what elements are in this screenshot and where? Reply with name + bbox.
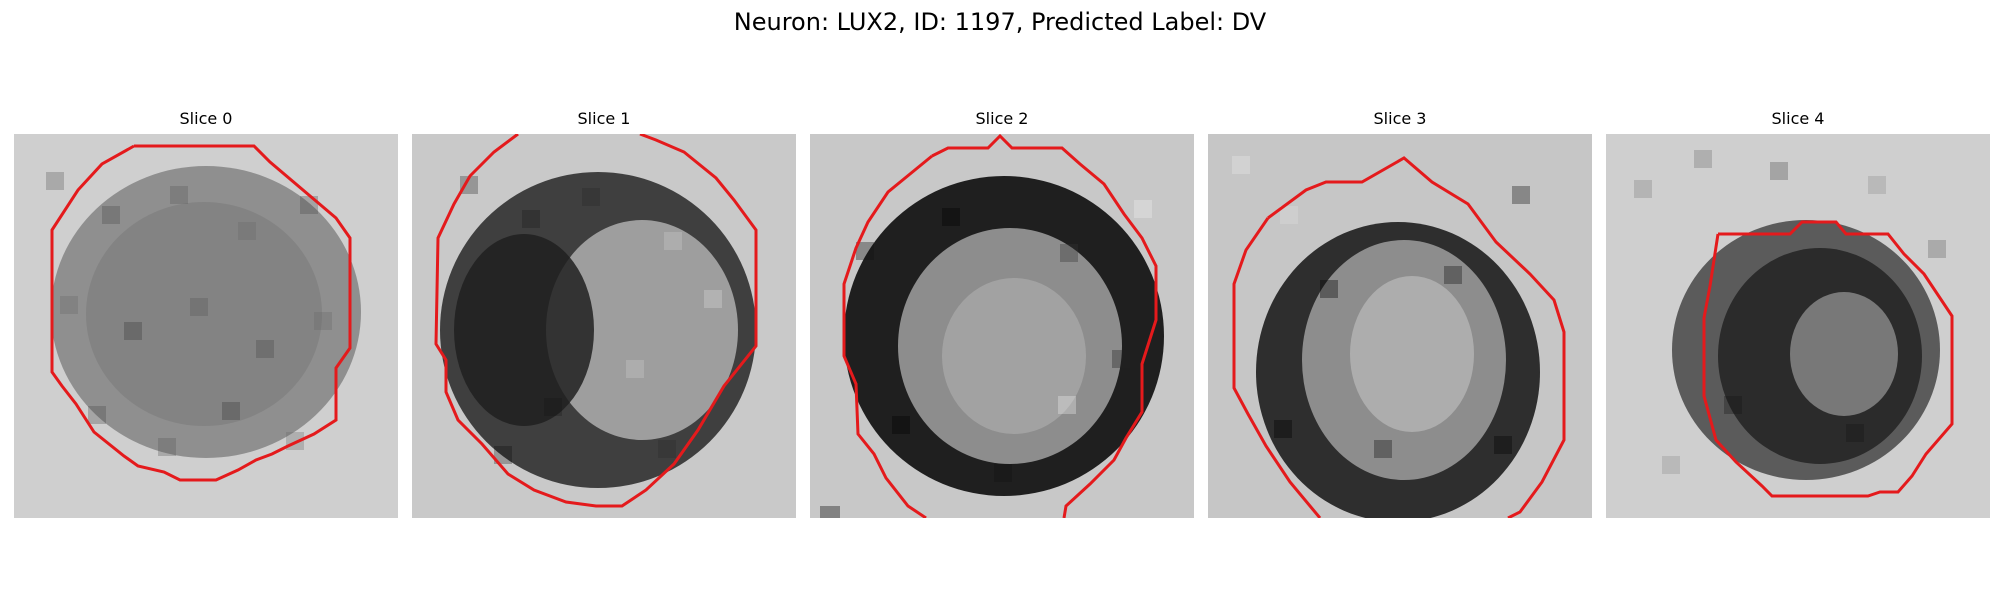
slice-image-4: [1606, 134, 1990, 518]
slice-panel-1: Slice 1: [412, 108, 796, 518]
slice-panel-0: Slice 0: [14, 108, 398, 518]
slice-panel-2: Slice 2: [810, 108, 1194, 518]
slice-image-0: [14, 134, 398, 518]
slice-image-3: [1208, 134, 1592, 518]
slice-panel-4: Slice 4: [1606, 108, 1990, 518]
slice-image-1: [412, 134, 796, 518]
slice-title-2: Slice 2: [975, 109, 1029, 128]
slice-title-1: Slice 1: [577, 109, 631, 128]
slice-title-4: Slice 4: [1771, 109, 1825, 128]
slice-title-0: Slice 0: [179, 109, 233, 128]
slice-image-2: [810, 134, 1194, 518]
figure-title: Neuron: LUX2, ID: 1197, Predicted Label:…: [733, 8, 1267, 36]
slice-panel-3: Slice 3: [1208, 108, 1592, 518]
slice-title-3: Slice 3: [1373, 109, 1427, 128]
